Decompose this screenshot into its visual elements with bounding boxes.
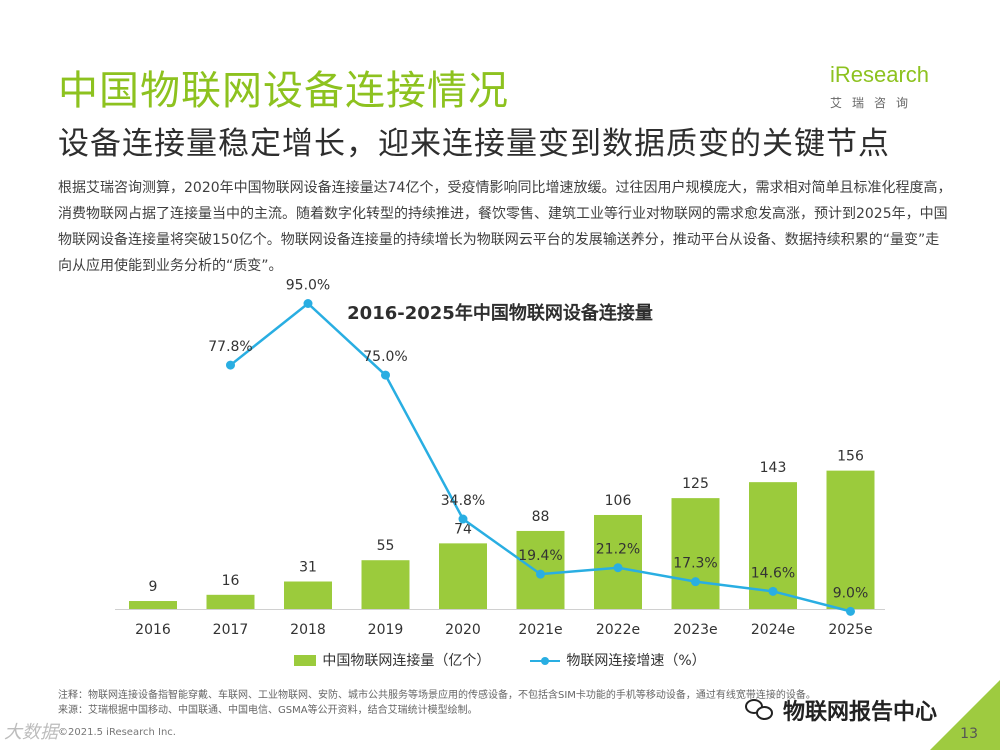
bar-label-2016: 9	[149, 579, 158, 595]
bar-label-2020: 74	[454, 521, 472, 537]
watermark-left: 大数据	[4, 722, 58, 743]
growth-label-2025e: 9.0%	[833, 585, 869, 601]
watermark-right: 物联网报告中心	[745, 694, 937, 726]
bar-label-2017: 16	[222, 573, 240, 589]
x-tick-2025e: 2025e	[828, 622, 872, 638]
bar-2018	[284, 581, 332, 609]
growth-point-2021e	[536, 569, 545, 579]
bar-label-2018: 31	[299, 560, 317, 576]
growth-label-2021e: 19.4%	[518, 548, 562, 564]
growth-point-2018	[303, 299, 313, 308]
bar-label-2024e: 143	[760, 460, 787, 476]
growth-point-2024e	[768, 586, 778, 596]
bar-label-2025e: 156	[837, 449, 864, 465]
description-paragraph: 根据艾瑞咨询测算，2020年中国物联网设备连接量达74亿个，受疫情影响同比增速放…	[58, 180, 952, 274]
footnote-note: 注释：物联网连接设备指智能穿戴、车联网、工业物联网、安防、城市公共服务等场景应用…	[58, 690, 816, 701]
x-tick-2016: 2016	[135, 622, 171, 638]
iresearch-logo: iResearch 艾瑞咨询	[824, 52, 950, 112]
bar-label-2021e: 88	[532, 509, 550, 525]
growth-label-2018: 95.0%	[286, 278, 330, 294]
x-tick-2020: 2020	[445, 622, 481, 638]
chart-title: 2016-2025年中国物联网设备连接量	[347, 303, 653, 324]
logo-cn: 艾瑞咨询	[830, 96, 919, 110]
growth-label-2023e: 17.3%	[673, 556, 717, 572]
bar-2016	[129, 601, 177, 609]
bar-2023e	[671, 498, 720, 609]
growth-point-2017	[226, 360, 235, 370]
bar-label-2019: 55	[377, 538, 395, 554]
growth-label-2024e: 14.6%	[751, 565, 795, 581]
growth-label-2017: 77.8%	[208, 339, 252, 355]
bar-2019	[361, 560, 410, 609]
footnote: 注释：物联网连接设备指智能穿戴、车联网、工业物联网、安防、城市公共服务等场景应用…	[58, 688, 816, 718]
legend-bar-swatch	[294, 654, 317, 666]
x-tick-2024e: 2024e	[751, 622, 795, 638]
x-tick-2019: 2019	[368, 622, 404, 638]
page-subtitle: 设备连接量稳定增长，迎来连接量变到数据质变的关键节点	[58, 126, 890, 162]
x-tick-2017: 2017	[213, 622, 249, 638]
growth-point-2022e	[613, 563, 623, 573]
footnote-source: 来源：艾瑞根据中国移动、中国联通、中国电信、GSMA等公开资料，结合艾瑞统计模型…	[58, 705, 478, 716]
growth-label-2020: 34.8%	[441, 493, 485, 509]
corner-decoration	[930, 680, 1000, 750]
logo-brand: iResearch	[830, 62, 930, 87]
page-title: 中国物联网设备连接情况	[58, 68, 509, 114]
growth-label-2019: 75.0%	[363, 349, 407, 365]
bar-2022e	[594, 514, 642, 609]
x-tick-2021e: 2021e	[518, 622, 562, 638]
page-number: 13	[960, 726, 978, 742]
x-tick-2023e: 2023e	[673, 622, 717, 638]
growth-point-2020	[458, 514, 468, 524]
bar-2025e	[826, 470, 875, 609]
chart-legend: 中国物联网连接量（亿个） 物联网连接增速（%）	[0, 650, 1000, 670]
legend-item-bar: 中国物联网连接量（亿个）	[294, 650, 490, 670]
wechat-icon	[745, 697, 775, 723]
legend-bar-label: 中国物联网连接量（亿个）	[322, 653, 491, 669]
x-tick-2022e: 2022e	[596, 622, 640, 638]
x-tick-2018: 2018	[290, 622, 326, 638]
growth-point-2025e	[846, 606, 855, 616]
bar-label-2023e: 125	[682, 476, 709, 492]
legend-item-line: 物联网连接增速（%）	[530, 650, 706, 670]
bar-2017	[206, 594, 255, 609]
legend-line-swatch	[530, 655, 561, 666]
growth-point-2019	[381, 370, 390, 380]
growth-point-2023e	[691, 577, 700, 587]
legend-line-label: 物联网连接增速（%）	[566, 653, 706, 669]
growth-label-2022e: 21.2%	[596, 542, 640, 558]
watermark-right-text: 物联网报告中心	[783, 700, 938, 725]
bar-label-2022e: 106	[605, 493, 632, 509]
copyright: ©2021.5 iResearch Inc.	[58, 727, 176, 738]
bar-2020	[439, 543, 487, 609]
